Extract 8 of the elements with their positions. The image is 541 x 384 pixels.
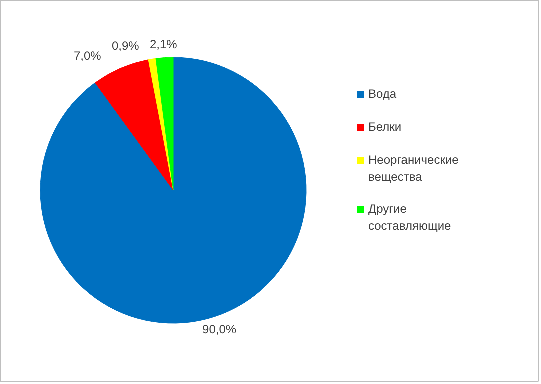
legend-label: Другие составляющие [368, 202, 452, 233]
legend-label: Вода [368, 87, 397, 101]
legend-label: Белки [368, 120, 402, 134]
data-label: 2,1% [150, 38, 178, 52]
data-label: 7,0% [74, 49, 102, 64]
data-label: 0,9% [112, 39, 140, 54]
legend-label: Неорганические вещества [368, 153, 460, 184]
data-label: 90,0% [202, 322, 237, 337]
